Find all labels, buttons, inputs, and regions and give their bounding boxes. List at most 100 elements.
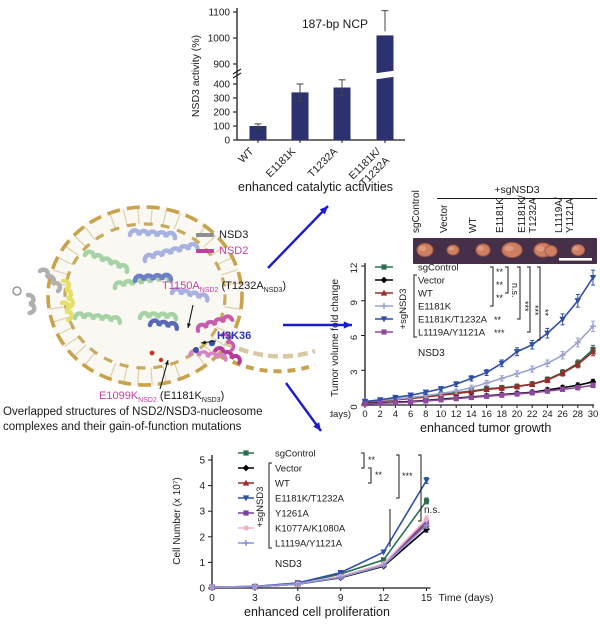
series-marker: [514, 391, 520, 397]
dna-rung: [216, 256, 233, 266]
series-marker: [381, 329, 387, 335]
y-tick-label: 1000: [208, 34, 231, 45]
dna-rung: [109, 212, 117, 230]
bar-3: [376, 35, 394, 140]
chart-annotation: NSD3: [275, 559, 302, 570]
tumor-highlight: [448, 246, 454, 251]
series-marker: [438, 397, 444, 403]
histone-helix-group: [60, 278, 75, 310]
series-marker: [381, 264, 387, 270]
legend-label: E1181K: [418, 302, 452, 313]
nsd3-color-swatch: [196, 233, 214, 237]
histone-helix-group: [142, 241, 200, 264]
dna-strand-outer: [46, 205, 244, 387]
mutation-label-part: NSD2: [138, 397, 157, 405]
histone-helix-group: [220, 332, 236, 353]
x-tick-label: 14: [466, 409, 477, 420]
dna-rung: [52, 316, 69, 323]
tumor-lane-label: Y1121A: [565, 198, 576, 233]
mutation-label-part: (T1232A: [218, 280, 264, 292]
x-tick-label: 26: [557, 409, 568, 420]
dna-rung: [73, 235, 87, 248]
x-tick-label: 15: [421, 593, 433, 604]
histone-helix: [82, 249, 130, 275]
tumor-photo-strip: [413, 238, 597, 269]
histone-helix: [169, 286, 210, 303]
dna-exit-tail: [224, 340, 316, 359]
legend-label: Vector: [418, 276, 445, 287]
x-tick-label: 12: [378, 593, 390, 604]
y-tick-label: 0: [199, 584, 205, 595]
dna-rung: [109, 362, 117, 380]
y-tick-label: 400: [213, 80, 230, 91]
tumor-photo-strip-image: [413, 238, 597, 264]
y-tick-label: 300: [213, 94, 230, 105]
scale-bar: [559, 258, 592, 261]
mutation-label-part: T1150A: [162, 280, 200, 292]
y-tick-label: 200: [213, 108, 230, 119]
series-marker: [380, 276, 388, 284]
series-marker: [529, 380, 536, 387]
series-marker: [574, 361, 581, 368]
y-axis-title: NSD3 activity (%): [190, 35, 202, 117]
series-marker: [589, 378, 597, 386]
histone-helix-group: [25, 292, 37, 316]
series-marker: [437, 386, 445, 393]
group-label: +sgNSD3: [398, 289, 409, 330]
series-marker: [337, 570, 344, 577]
tumor-highlight: [573, 246, 579, 251]
structure-caption-line1: Overlapped structures of NSD2/NSD3-nucle…: [3, 406, 263, 418]
series-marker: [544, 388, 550, 394]
series-marker: [381, 557, 387, 563]
dna-rung: [84, 351, 96, 366]
nsd3-loop: [12, 286, 22, 296]
significance-label: ***: [530, 305, 540, 316]
sgnsd3-group-label: +sgNSD3: [494, 184, 540, 196]
x-tick-label: 3: [252, 593, 258, 604]
series-marker: [513, 383, 521, 390]
legend-label: WT: [418, 289, 433, 300]
dna-rung: [52, 269, 69, 276]
mutation-label-part: (E1181K: [156, 390, 202, 402]
significance-bracket: [517, 266, 521, 320]
series-marker: [243, 525, 249, 531]
y-tick-label: 3: [349, 370, 360, 375]
tumor-highlight: [419, 245, 427, 252]
dna-rung: [224, 306, 242, 310]
series-marker: [380, 289, 388, 296]
series-marker: [498, 360, 505, 367]
histone-helix: [147, 318, 179, 332]
series-line-WT: [364, 351, 594, 403]
y-tick-label: 1: [199, 558, 205, 569]
histone-helix: [72, 311, 123, 325]
significance-label: n.s.: [510, 283, 520, 298]
arrow-e1099k-head: [164, 360, 169, 365]
series-marker: [243, 510, 249, 516]
histone-helix: [127, 228, 178, 241]
significance-bracket: [368, 467, 372, 484]
histone-helix: [195, 314, 235, 333]
chart-annotation: NSD3: [418, 348, 445, 359]
x-tick-label: 28: [573, 409, 584, 420]
histone-helix-group: [37, 267, 63, 294]
histone-helix-group: [72, 311, 123, 325]
axis-break-mark: [232, 72, 242, 79]
tumor-growth-chart: 036912024681012141618202224262830(days)T…: [330, 263, 598, 421]
significance-bracket: [396, 454, 400, 499]
series-marker: [483, 385, 490, 392]
dna-rung: [73, 344, 87, 357]
y-tick-label: 2: [199, 532, 205, 543]
bar-chart-title: 187-bp NCP: [302, 17, 368, 31]
legend-label: L1119A/Y1121A: [418, 328, 486, 339]
series-marker: [423, 477, 430, 484]
arrow-e1099k: [159, 359, 169, 390]
mutation-label-h3k36: H3K36: [217, 330, 251, 342]
histone-helix: [25, 292, 37, 316]
series-marker: [544, 330, 551, 337]
dna-rung: [224, 282, 242, 286]
series-marker: [483, 369, 490, 376]
nsd3-legend-label: NSD3: [219, 229, 249, 241]
histone-helix: [142, 241, 200, 264]
dna-rung: [150, 367, 153, 385]
mutation-label-part: NSD2: [199, 287, 219, 295]
